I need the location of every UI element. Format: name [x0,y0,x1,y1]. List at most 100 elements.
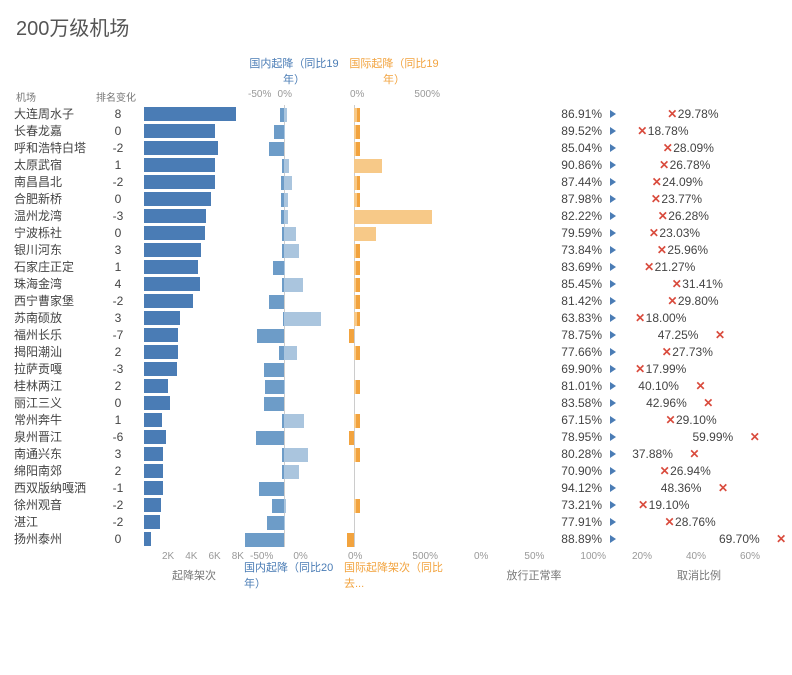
intl-pos-bar [354,312,357,326]
intl-neg-bar [349,329,354,343]
normal-rate-cell: 77.91% [444,513,624,530]
triangle-icon [610,195,616,203]
domestic-pos-bar [284,346,297,360]
axis-zero [284,428,285,445]
cancel-rate-cell: ✕26.78% [624,156,774,173]
cancel-rate-cell: 69.70%✕ [624,530,774,547]
airport-name: 大连周水子 [12,105,92,122]
airport-name: 宁波栎社 [12,224,92,241]
intl-bar-cell [344,411,444,428]
movements-bar [144,532,151,546]
domestic-neg-bar [264,397,284,411]
normal-rate-cell: 77.66% [444,343,624,360]
movements-bar [144,311,180,325]
rank-change: -3 [92,207,144,224]
normal-rate-cell: 80.28% [444,445,624,462]
normal-rate-value: 89.52% [561,124,602,138]
rank-change: -2 [92,173,144,190]
rank-change: 8 [92,105,144,122]
x-icon: ✕ [657,243,667,257]
cancel-rate-cell: ✕18.78% [624,122,774,139]
movements-bar [144,498,161,512]
triangle-icon [610,280,616,288]
movements-bar-cell [144,156,244,173]
cancel-rate-value: 18.78% [648,124,689,138]
cancel-rate-cell: 42.96%✕ [624,394,774,411]
movements-bar-cell [144,275,244,292]
movements-bar [144,141,218,155]
lbl-cancel: 取消比例 [624,565,774,585]
triangle-icon [610,433,616,441]
movements-bar-cell [144,139,244,156]
normal-rate-value: 94.12% [561,481,602,495]
domestic-bar-cell [244,258,344,275]
movements-bar [144,430,166,444]
axis-cancel-bottom: 20%40%60% [624,547,774,565]
triangle-icon [610,110,616,118]
intl-bar-cell [344,292,444,309]
triangle-icon [610,467,616,475]
intl-bar-cell [344,224,444,241]
intl-bar-cell [344,173,444,190]
intl-pos-bar [354,261,356,275]
rank-change: 1 [92,156,144,173]
domestic-pos-bar [284,261,285,275]
movements-bar-cell [144,292,244,309]
normal-rate-value: 80.28% [561,447,602,461]
movements-bar [144,345,178,359]
x-icon: ✕ [665,413,675,427]
domestic-pos-bar [284,176,292,190]
rank-change: 2 [92,343,144,360]
cancel-rate-value: 31.41% [682,277,723,291]
intl-pos-bar [354,108,357,122]
rank-change: 3 [92,309,144,326]
x-icon: ✕ [663,141,673,155]
domestic-bar-cell [244,173,344,190]
airport-name: 丽江三义 [12,394,92,411]
intl-pos-bar [354,448,356,462]
domestic-pos-bar [284,465,299,479]
x-icon: ✕ [662,345,672,359]
airport-name: 福州长乐 [12,326,92,343]
movements-bar [144,209,206,223]
axis-normal-top [444,89,624,105]
normal-rate-value: 81.42% [561,294,602,308]
movements-bar-cell [144,479,244,496]
normal-rate-cell: 85.04% [444,139,624,156]
domestic-bar-cell [244,530,344,547]
cancel-rate-cell: ✕28.09% [624,139,774,156]
domestic-pos-bar [284,108,287,122]
x-icon: ✕ [672,277,682,291]
axis-intl-top: 0%500% [344,89,444,105]
domestic-pos-bar [284,193,288,207]
domestic-bar-cell [244,343,344,360]
airport-name: 石家庄正定 [12,258,92,275]
intl-bar-cell [344,428,444,445]
normal-rate-value: 83.58% [561,396,602,410]
triangle-icon [610,144,616,152]
movements-bar-cell [144,496,244,513]
axis-normal-bottom: 0%50%100% [444,547,624,565]
col-hdr-cancel [624,53,774,89]
normal-rate-cell: 83.69% [444,258,624,275]
normal-rate-value: 78.75% [561,328,602,342]
hdr-airport-label: 机场 [12,89,92,105]
triangle-icon [610,246,616,254]
movements-bar [144,175,215,189]
airport-name: 太原武宿 [12,156,92,173]
cancel-rate-cell: 37.88%✕ [624,445,774,462]
rank-change: -7 [92,326,144,343]
triangle-icon [610,501,616,509]
intl-bar-cell [344,445,444,462]
normal-rate-cell: 63.83% [444,309,624,326]
airport-name: 合肥新桥 [12,190,92,207]
domestic-neg-bar [264,363,284,377]
cancel-rate-cell: ✕23.77% [624,190,774,207]
rank-change: 4 [92,275,144,292]
domestic-bar-cell [244,207,344,224]
domestic-bar-cell [244,326,344,343]
movements-bar [144,243,201,257]
normal-rate-cell: 83.58% [444,394,624,411]
rank-change: -2 [92,139,144,156]
intl-pos-bar [354,125,356,139]
